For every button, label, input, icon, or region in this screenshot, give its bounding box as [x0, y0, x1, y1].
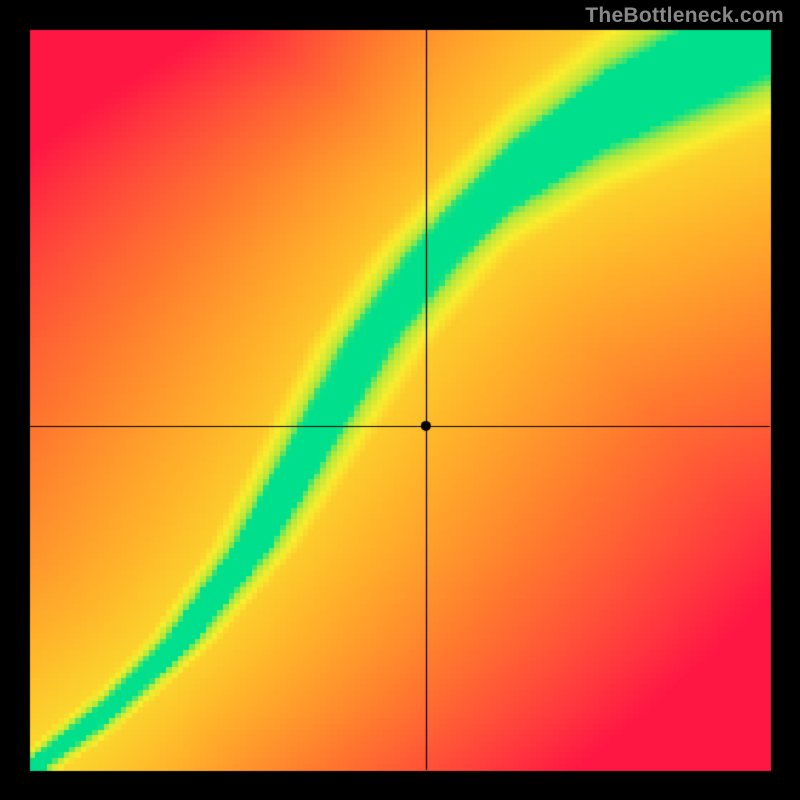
watermark-text: TheBottleneck.com: [585, 4, 784, 28]
bottleneck-heatmap: [0, 0, 800, 800]
